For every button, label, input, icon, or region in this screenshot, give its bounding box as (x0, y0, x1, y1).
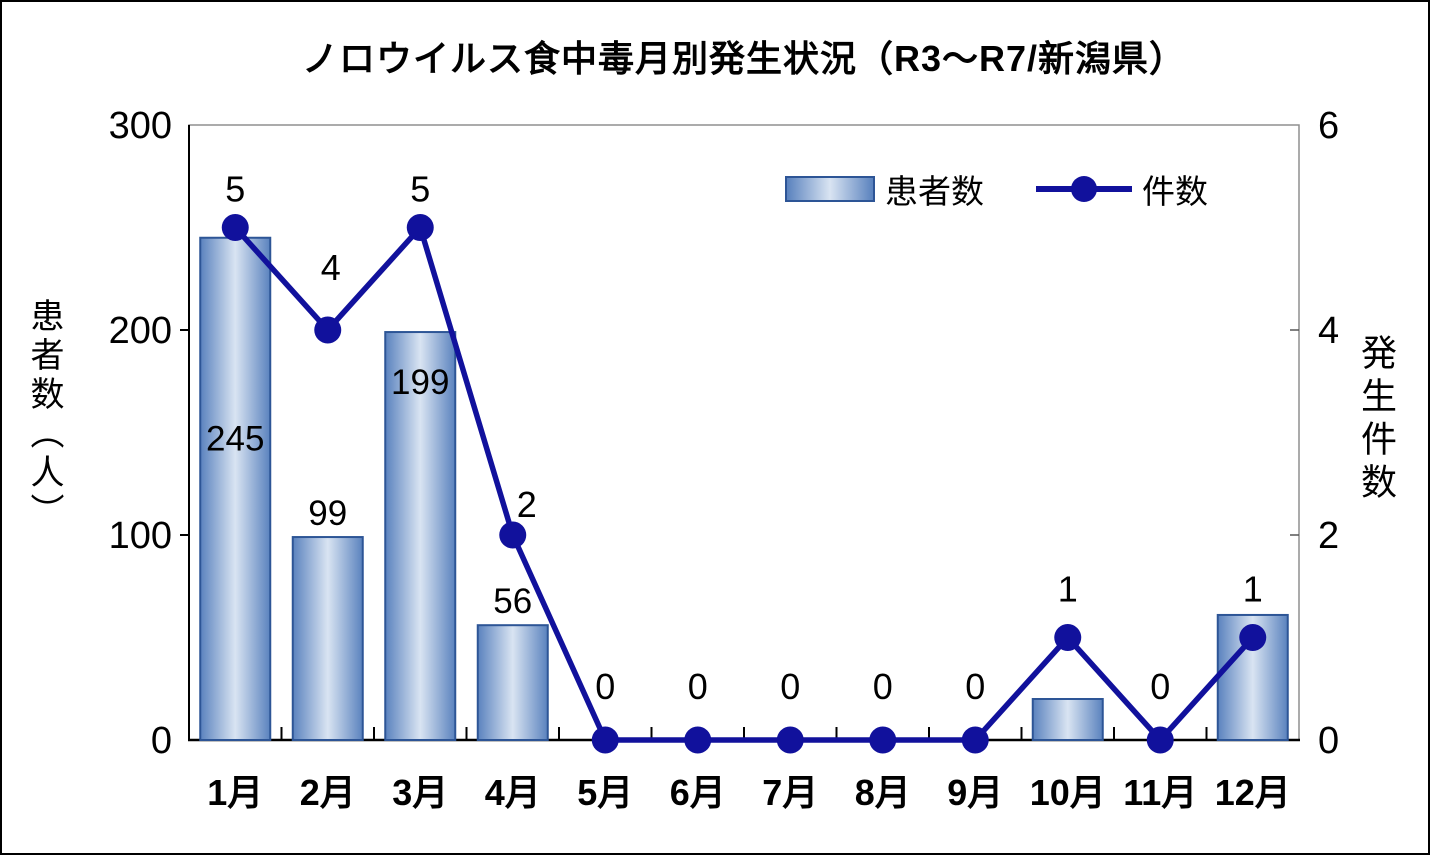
legend: 患者数 件数 (785, 165, 1208, 213)
line-point (869, 726, 897, 754)
right-axis-tick-label: 6 (1318, 105, 1339, 147)
x-axis-category-label: 11月 (1123, 772, 1197, 813)
cases-line (232, 224, 1256, 743)
right-axis-title: 発生件数 (1356, 334, 1397, 506)
line-point (1239, 624, 1267, 651)
x-axis-category-label: 6月 (670, 772, 726, 813)
left-axis-tick-label: 300 (109, 105, 172, 147)
bar-data-label: 199 (391, 363, 449, 402)
x-axis-category-label: 10月 (1030, 772, 1106, 813)
bar (199, 236, 272, 741)
line-point (776, 726, 804, 754)
line-data-label: 5 (410, 169, 430, 210)
x-axis-category-label: 12月 (1215, 772, 1291, 813)
bar-data-label: 245 (206, 420, 264, 459)
legend-label-cases: 件数 (1142, 173, 1208, 210)
line-point (406, 214, 434, 241)
line-point (221, 214, 249, 241)
x-axis-category-label: 5月 (577, 772, 633, 813)
bar-data-label: 56 (493, 582, 532, 621)
line-point (499, 521, 527, 549)
line-point (961, 726, 989, 754)
line-data-label: 0 (965, 666, 985, 707)
line-data-label: 1 (1058, 569, 1078, 610)
line-data-label: 0 (595, 666, 615, 707)
legend-item-cases: 件数 (1036, 165, 1208, 213)
line-data-label: 1 (1243, 569, 1263, 610)
legend-label-patients: 患者数 (885, 173, 984, 210)
line-point (314, 316, 342, 344)
x-axis-category-label: 2月 (300, 772, 356, 813)
line-data-label: 4 (321, 247, 341, 288)
line-data-label: 0 (688, 666, 708, 707)
line-marker-icon (1036, 175, 1132, 203)
legend-item-patients: 患者数 (785, 165, 984, 213)
bar (291, 536, 364, 741)
line-data-label: 0 (780, 666, 800, 707)
right-axis-tick-label: 0 (1318, 720, 1339, 762)
bar (1031, 698, 1104, 741)
line-dot-icon (1071, 176, 1097, 202)
line-data-label: 0 (1150, 666, 1170, 707)
right-axis-tick-label: 4 (1318, 310, 1339, 352)
line-data-label: 2 (517, 484, 537, 525)
line-point (1146, 726, 1174, 754)
right-axis-tick-label: 2 (1318, 515, 1339, 557)
x-axis-category-label: 8月 (855, 772, 911, 813)
x-axis-category-label: 4月 (485, 772, 541, 813)
x-axis-category-label: 7月 (762, 772, 818, 813)
line-point (591, 726, 619, 754)
line-point (1054, 624, 1082, 651)
left-axis-tick-label: 0 (151, 720, 172, 762)
x-axis-category-label: 3月 (392, 772, 448, 813)
left-axis-tick-label: 100 (109, 515, 172, 557)
bar-swatch-icon (785, 176, 875, 202)
left-axis-tick-label: 200 (109, 310, 172, 352)
chart-title: ノロウイルス食中毒月別発生状況（R3～R7/新潟県） (301, 38, 1187, 79)
bar-data-label: 99 (308, 494, 347, 533)
bar (476, 624, 549, 742)
x-axis-category-label: 9月 (947, 772, 1003, 813)
line-point (684, 726, 712, 754)
line-data-label: 5 (225, 169, 245, 210)
x-axis-category-label: 1月 (207, 772, 263, 813)
left-axis-title: 患者数（人） (25, 298, 63, 532)
bar (384, 331, 457, 741)
line-data-label: 0 (873, 666, 893, 707)
